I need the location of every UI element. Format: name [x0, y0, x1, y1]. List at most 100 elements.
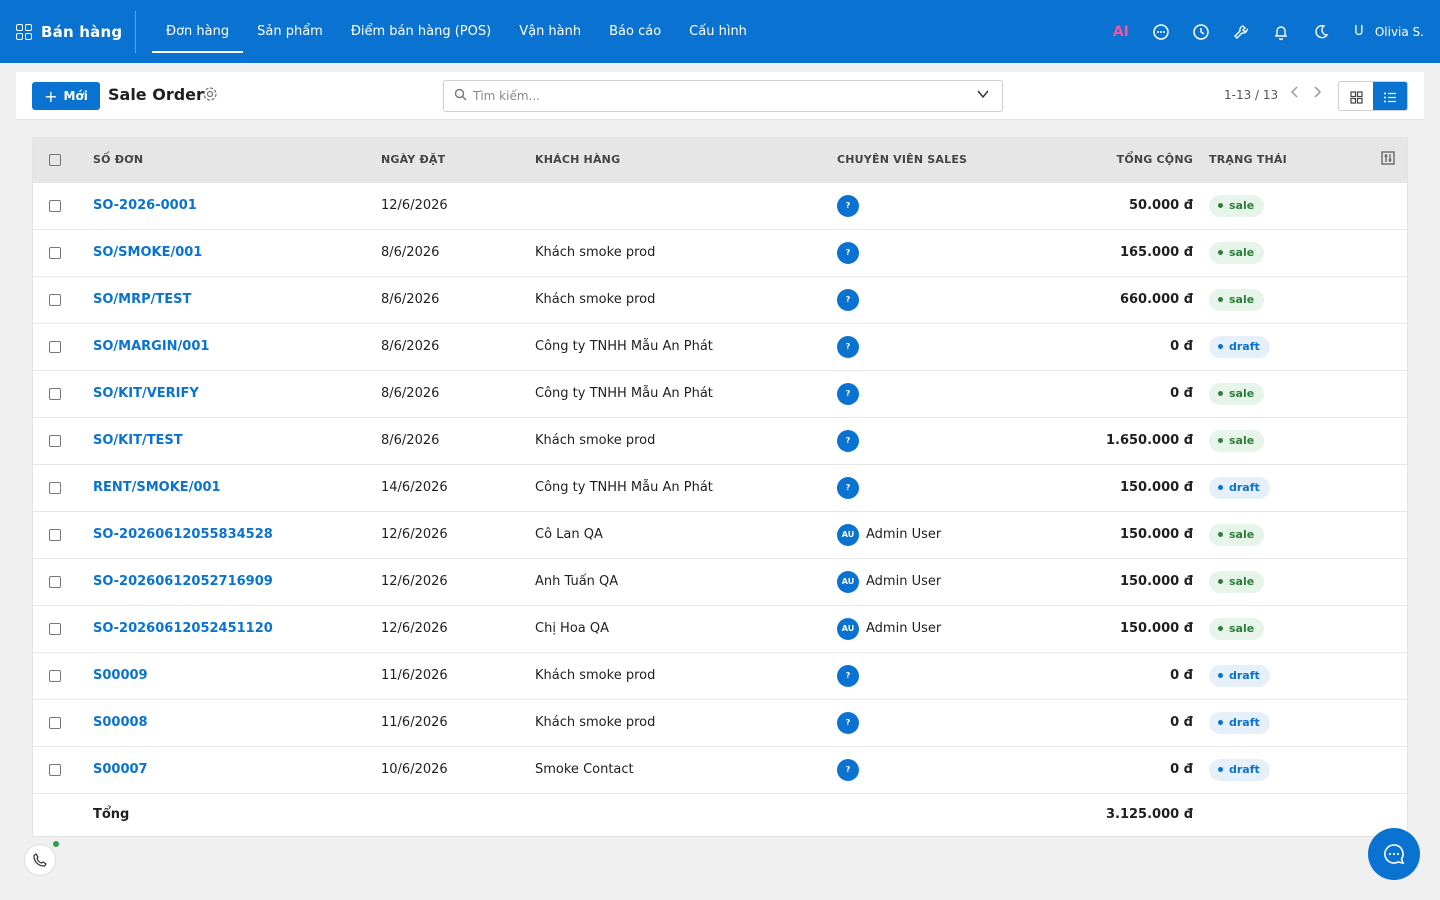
nav-item-products[interactable]: Sản phẩm	[257, 24, 323, 39]
column-header-total[interactable]: TỔNG CỘNG	[1116, 153, 1193, 167]
chat-icon[interactable]	[1141, 12, 1181, 52]
search-input[interactable]	[473, 89, 953, 103]
ai-button[interactable]: AI	[1112, 23, 1129, 40]
status-badge: sale	[1209, 194, 1265, 217]
chevron-right-icon[interactable]	[1310, 85, 1324, 103]
order-number-link[interactable]: S00008	[93, 715, 148, 730]
nav-item-orders[interactable]: Đơn hàng	[152, 0, 244, 63]
status-label: sale	[1229, 622, 1255, 635]
order-number-link[interactable]: SO/SMOKE/001	[93, 245, 203, 260]
main-nav: Đơn hàng Sản phẩm Điểm bán hàng (POS) Vậ…	[152, 0, 761, 63]
row-checkbox[interactable]	[49, 669, 61, 682]
row-checkbox[interactable]	[49, 528, 61, 541]
chevron-left-icon[interactable]	[1288, 85, 1302, 103]
order-number-link[interactable]: SO/MRP/TEST	[93, 292, 192, 307]
order-total: 165.000 đ	[1119, 245, 1193, 260]
row-checkbox[interactable]	[49, 575, 61, 588]
row-checkbox[interactable]	[49, 293, 61, 306]
chevron-down-icon[interactable]	[976, 87, 990, 104]
status-label: sale	[1229, 528, 1255, 541]
table-row[interactable]: SO-20260612055834528 12/6/2026 Cô Lan QA…	[33, 511, 1407, 558]
order-date: 8/6/2026	[381, 339, 440, 354]
sales-name: Admin User	[866, 574, 942, 589]
nav-item-operations[interactable]: Vận hành	[519, 24, 582, 39]
order-total: 660.000 đ	[1119, 292, 1193, 307]
row-checkbox[interactable]	[49, 622, 61, 635]
table-row[interactable]: SO-20260612052451120 12/6/2026 Chị Hoa Q…	[33, 605, 1407, 652]
order-number-link[interactable]: SO-20260612055834528	[93, 527, 273, 542]
row-checkbox[interactable]	[49, 481, 61, 494]
table-row[interactable]: SO/KIT/TEST 8/6/2026 Khách smoke prod ? …	[33, 417, 1407, 464]
order-total: 150.000 đ	[1119, 527, 1193, 542]
order-number-link[interactable]: SO/KIT/TEST	[93, 433, 183, 448]
row-checkbox[interactable]	[49, 246, 61, 259]
status-dot	[1218, 532, 1223, 537]
nav-item-reports[interactable]: Báo cáo	[609, 24, 662, 39]
table-row[interactable]: SO/KIT/VERIFY 8/6/2026 Công ty TNHH Mẫu …	[33, 370, 1407, 417]
order-number-link[interactable]: S00007	[93, 762, 148, 777]
sales-cell: AU Admin User	[837, 511, 1037, 558]
sales-cell: ?	[837, 417, 1037, 464]
row-checkbox[interactable]	[49, 716, 61, 729]
table-row[interactable]: SO/MRP/TEST 8/6/2026 Khách smoke prod ? …	[33, 276, 1407, 323]
column-header-customer[interactable]: KHÁCH HÀNG	[535, 153, 621, 167]
select-all-checkbox[interactable]	[49, 154, 61, 167]
table-row[interactable]: SO-20260612052716909 12/6/2026 Anh Tuấn …	[33, 558, 1407, 605]
chat-fab-button[interactable]	[1368, 828, 1420, 880]
new-button[interactable]: + Mới	[32, 82, 100, 110]
order-number-link[interactable]: SO/MARGIN/001	[93, 339, 210, 354]
footer-total: 3.125.000 đ	[1105, 807, 1193, 823]
nav-item-pos[interactable]: Điểm bán hàng (POS)	[350, 24, 492, 39]
gear-icon[interactable]	[202, 86, 218, 106]
app-brand[interactable]: Bán hàng	[0, 10, 136, 53]
avatar: ?	[837, 664, 859, 687]
status-badge: draft	[1209, 664, 1270, 687]
user-initial[interactable]: U	[1354, 24, 1364, 39]
customer-name: Khách smoke prod	[535, 715, 656, 730]
phone-button[interactable]	[24, 844, 56, 876]
table-row[interactable]: RENT/SMOKE/001 14/6/2026 Công ty TNHH Mẫ…	[33, 464, 1407, 511]
table-row[interactable]: SO/MARGIN/001 8/6/2026 Công ty TNHH Mẫu …	[33, 323, 1407, 370]
avatar: ?	[837, 382, 859, 405]
column-header-status[interactable]: TRẠNG THÁI	[1209, 153, 1287, 167]
apps-grid-icon[interactable]	[16, 23, 32, 40]
clock-icon[interactable]	[1181, 12, 1221, 52]
row-checkbox[interactable]	[49, 763, 61, 776]
table-row[interactable]: S00007 10/6/2026 Smoke Contact ? 0 đ dra…	[33, 746, 1407, 793]
column-header-so[interactable]: SỐ ĐƠN	[93, 153, 144, 167]
customer-name	[535, 182, 837, 229]
sales-cell: ?	[837, 746, 1037, 793]
top-navbar: Bán hàng Đơn hàng Sản phẩm Điểm bán hàng…	[0, 0, 1440, 63]
table-row[interactable]: SO-2026-0001 12/6/2026 ? 50.000 đ sale	[33, 182, 1407, 229]
order-number-link[interactable]: SO-2026-0001	[93, 198, 197, 213]
order-number-link[interactable]: SO-20260612052716909	[93, 574, 273, 589]
list-view-icon[interactable]	[1373, 82, 1407, 110]
moon-icon[interactable]	[1301, 12, 1341, 52]
order-number-link[interactable]: RENT/SMOKE/001	[93, 480, 221, 495]
row-checkbox[interactable]	[49, 387, 61, 400]
search-box[interactable]	[443, 80, 1003, 112]
order-number-link[interactable]: S00009	[93, 668, 148, 683]
row-checkbox[interactable]	[49, 434, 61, 447]
topbar-actions: AI U Olivia S.	[1101, 0, 1440, 63]
status-badge: sale	[1209, 429, 1265, 452]
order-number-link[interactable]: SO-20260612052451120	[93, 621, 273, 636]
order-date: 14/6/2026	[381, 480, 448, 495]
nav-item-config[interactable]: Cấu hình	[689, 24, 747, 39]
bell-icon[interactable]	[1261, 12, 1301, 52]
column-header-date[interactable]: NGÀY ĐẶT	[381, 153, 446, 167]
table-row[interactable]: S00009 11/6/2026 Khách smoke prod ? 0 đ …	[33, 652, 1407, 699]
customer-name: Khách smoke prod	[535, 668, 656, 683]
wrench-icon[interactable]	[1221, 12, 1261, 52]
table-row[interactable]: SO/SMOKE/001 8/6/2026 Khách smoke prod ?…	[33, 229, 1407, 276]
row-checkbox[interactable]	[49, 340, 61, 353]
status-label: sale	[1229, 434, 1255, 447]
order-number-link[interactable]: SO/KIT/VERIFY	[93, 386, 199, 401]
row-checkbox[interactable]	[49, 199, 61, 212]
column-header-sales[interactable]: CHUYÊN VIÊN SALES	[837, 153, 968, 167]
user-name[interactable]: Olivia S.	[1374, 24, 1424, 39]
pager-value[interactable]: 1-13 / 13	[1224, 88, 1279, 102]
column-settings-icon[interactable]	[1381, 151, 1395, 169]
table-row[interactable]: S00008 11/6/2026 Khách smoke prod ? 0 đ …	[33, 699, 1407, 746]
kanban-view-icon[interactable]	[1339, 82, 1373, 110]
